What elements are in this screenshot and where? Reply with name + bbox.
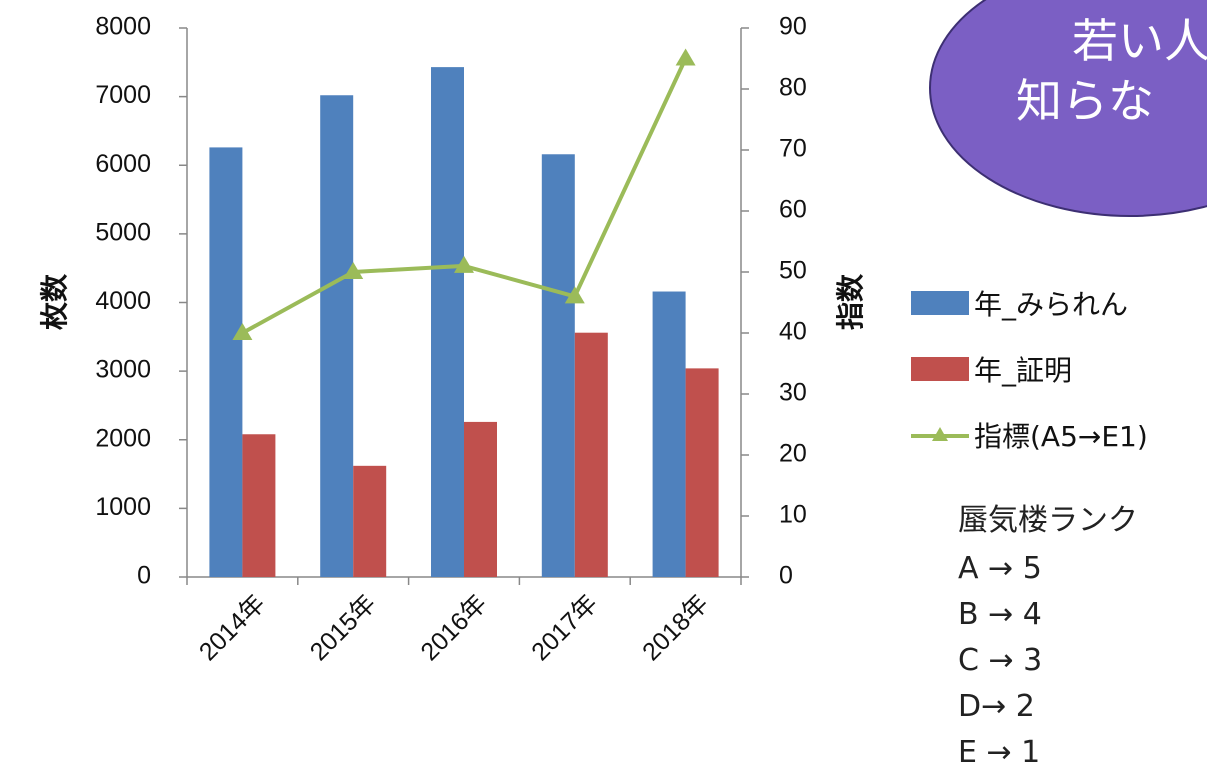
right-tick-label: 0 — [779, 562, 793, 590]
category-label: 2015年 — [305, 589, 382, 666]
right-tick-label: 60 — [779, 196, 807, 224]
bar-shomei-2 — [464, 422, 497, 577]
left-tick-label: 0 — [137, 562, 151, 590]
bar-mirarenn-2 — [431, 67, 464, 577]
bar-mirarenn-3 — [542, 154, 575, 577]
right-tick-label: 10 — [779, 501, 807, 529]
bar-series — [187, 67, 741, 585]
bar-shomei-0 — [242, 434, 275, 577]
right-tick-label: 90 — [779, 13, 807, 41]
bar-mirarenn-4 — [653, 292, 686, 577]
left-tick-label: 8000 — [95, 13, 151, 41]
index-point-4 — [676, 49, 696, 66]
bar-mirarenn-1 — [320, 95, 353, 577]
right-tick-label: 70 — [779, 135, 807, 163]
left-tick-label: 3000 — [95, 356, 151, 384]
bar-shomei-3 — [575, 333, 608, 577]
bar-mirarenn-0 — [209, 147, 242, 577]
category-label: 2018年 — [637, 589, 714, 666]
legend: 年_みられん 年_証明 指標(A5→E1) — [911, 288, 1148, 453]
right-tick-label: 80 — [779, 74, 807, 102]
rank-legend-box: 蜃気楼ランク A → 5 B → 4 C → 3 D→ 2 E → 1 — [958, 503, 1138, 769]
legend-swatch-series-1 — [911, 291, 969, 315]
bubble-line-1: 若い人 — [1072, 14, 1207, 68]
right-tick-label: 40 — [779, 318, 807, 346]
speech-bubble: 若い人 知らな — [930, 0, 1207, 216]
right-tick-label: 20 — [779, 440, 807, 468]
category-label: 2014年 — [194, 589, 271, 666]
bubble-line-2: 知らな — [1016, 74, 1154, 128]
left-tick-label: 6000 — [95, 150, 151, 178]
legend-label-series-1: 年_みられん — [974, 288, 1128, 321]
right-y-axis-ticks: 0 10 20 30 40 50 60 70 80 90 — [741, 13, 807, 590]
left-tick-label: 4000 — [95, 287, 151, 315]
right-tick-label: 50 — [779, 257, 807, 285]
legend-label-series-3: 指標(A5→E1) — [974, 420, 1148, 453]
left-tick-label: 7000 — [95, 81, 151, 109]
category-label: 2016年 — [415, 589, 492, 666]
left-axis-title: 枚数 — [38, 273, 71, 330]
bar-shomei-1 — [353, 466, 386, 577]
rank-line-d: D→ 2 — [958, 689, 1035, 724]
left-tick-label: 5000 — [95, 218, 151, 246]
bar-shomei-4 — [686, 368, 719, 577]
rank-title: 蜃気楼ランク — [958, 503, 1138, 538]
left-y-axis-ticks: 0 1000 2000 3000 4000 5000 6000 7000 8000 — [95, 13, 187, 590]
right-tick-label: 30 — [779, 379, 807, 407]
left-tick-label: 2000 — [95, 424, 151, 452]
legend-swatch-series-2 — [911, 357, 969, 381]
left-tick-label: 1000 — [95, 493, 151, 521]
rank-line-a: A → 5 — [958, 551, 1042, 586]
legend-label-series-2: 年_証明 — [974, 354, 1072, 387]
category-label: 2017年 — [526, 589, 603, 666]
rank-line-e: E → 1 — [958, 735, 1040, 769]
rank-line-b: B → 4 — [958, 597, 1042, 632]
rank-line-c: C → 3 — [958, 643, 1042, 678]
category-labels: 2014年 2015年 2016年 2017年 2018年 — [194, 589, 714, 666]
right-axis-title: 指数 — [834, 273, 867, 330]
